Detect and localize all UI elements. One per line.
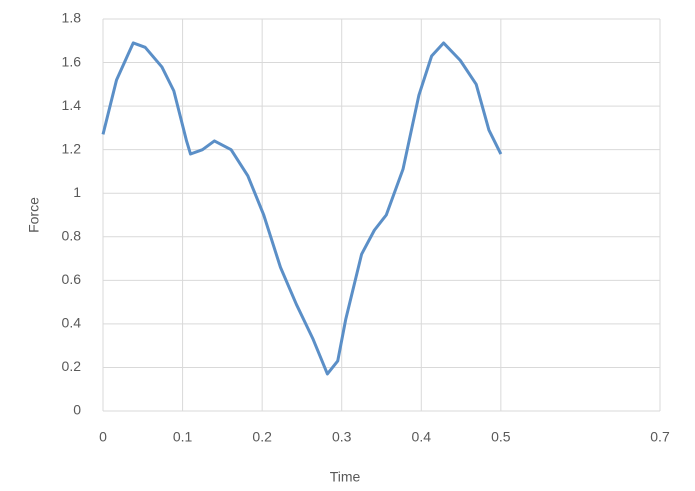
y-tick-label: 1.6	[62, 53, 82, 69]
y-tick-label: 1.2	[62, 140, 82, 156]
x-tick-label: 0.7	[650, 429, 670, 445]
y-tick-label: 1.4	[62, 97, 82, 113]
x-tick-label: 0.4	[412, 429, 432, 445]
x-tick-label: 0.3	[332, 429, 352, 445]
y-tick-label: 0.8	[62, 227, 82, 243]
y-tick-label: 0.4	[62, 315, 82, 331]
x-tick-label: 0.1	[173, 429, 193, 445]
y-axis-label: Force	[26, 197, 42, 233]
y-tick-label: 1	[73, 184, 81, 200]
x-tick-label: 0	[99, 429, 107, 445]
chart: Time Force 0 0.2 0.4 0.6 0.8 1 1.2 1.4 1.6 1.8 0 0.…	[0, 0, 695, 491]
x-axis-label: Time	[330, 469, 361, 485]
x-tick-label: 0.2	[252, 429, 272, 445]
y-tick-label: 0	[73, 402, 81, 418]
x-tick-label: 0.5	[491, 429, 511, 445]
y-tick-label: 0.6	[62, 271, 82, 287]
y-tick-label: 0.2	[62, 358, 82, 374]
y-tick-label: 1.8	[62, 10, 82, 26]
